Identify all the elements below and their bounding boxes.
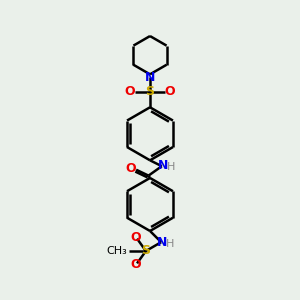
Text: O: O <box>165 85 175 98</box>
Text: H: H <box>166 239 174 249</box>
Text: S: S <box>146 85 154 98</box>
Text: N: N <box>157 236 168 249</box>
Text: S: S <box>141 244 150 257</box>
Text: O: O <box>130 231 141 244</box>
Text: O: O <box>125 85 135 98</box>
Text: O: O <box>125 162 136 175</box>
Text: O: O <box>130 258 141 271</box>
Text: H: H <box>167 162 175 172</box>
Text: N: N <box>158 158 168 172</box>
Text: N: N <box>145 71 155 84</box>
Text: CH₃: CH₃ <box>106 246 127 256</box>
